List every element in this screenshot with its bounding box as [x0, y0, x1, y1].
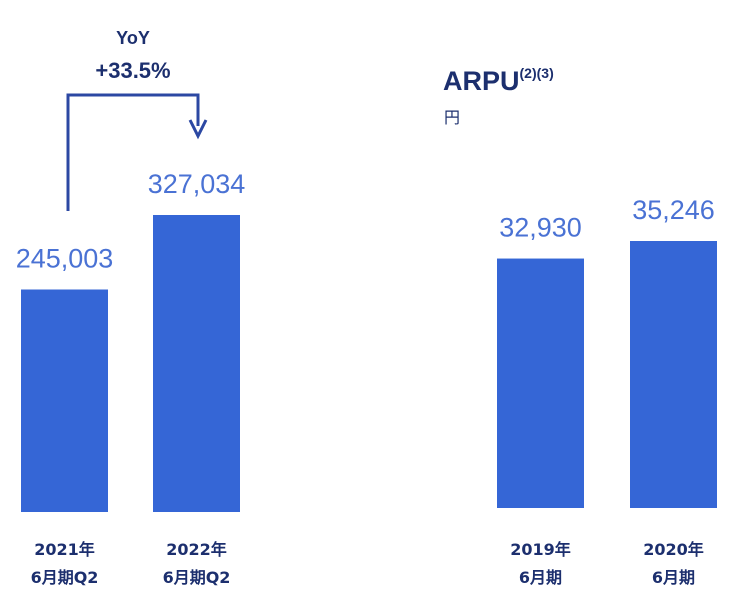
yoy-annotation: YoY +33.5%	[66, 28, 208, 211]
arpu-category-label-1-line-1: 2019年	[510, 540, 571, 559]
arpu-title: ARPU(2)(3)	[443, 65, 554, 97]
arpu-value-label-1: 32,930	[499, 213, 582, 243]
arpu-footnote-refs: (2)(3)	[519, 65, 554, 81]
yoy-title: YoY	[116, 28, 150, 48]
yoy-value: +33.5%	[95, 58, 170, 83]
left-bar-chart: 245,003 2021年 6月期Q2 327,034 2022年 6月期Q2	[16, 169, 246, 587]
left-bar-1	[21, 289, 108, 512]
arpu-unit: 円	[444, 108, 461, 127]
left-category-label-2-line-1: 2022年	[166, 540, 227, 559]
left-value-label-2: 327,034	[148, 169, 246, 199]
arpu-bar-2	[630, 241, 717, 508]
left-category-label-2-line-2: 6月期Q2	[163, 568, 231, 587]
arpu-title-text: ARPU	[443, 66, 520, 96]
left-category-label-1-line-2: 6月期Q2	[31, 568, 99, 587]
arpu-category-label-2-line-1: 2020年	[643, 540, 704, 559]
left-category-label-1-line-1: 2021年	[34, 540, 95, 559]
arpu-bar-chart: 32,930 2019年 6月期 35,246 2020年 6月期	[497, 195, 717, 587]
arpu-bar-1	[497, 258, 584, 508]
arpu-category-label-2-line-2: 6月期	[652, 568, 695, 587]
arpu-category-label-1-line-2: 6月期	[519, 568, 562, 587]
left-value-label-1: 245,003	[16, 243, 114, 273]
arpu-value-label-2: 35,246	[632, 195, 715, 225]
yoy-arrow-head-icon	[188, 119, 208, 140]
left-bar-2	[153, 215, 240, 512]
yoy-arrow-line	[66, 93, 200, 211]
